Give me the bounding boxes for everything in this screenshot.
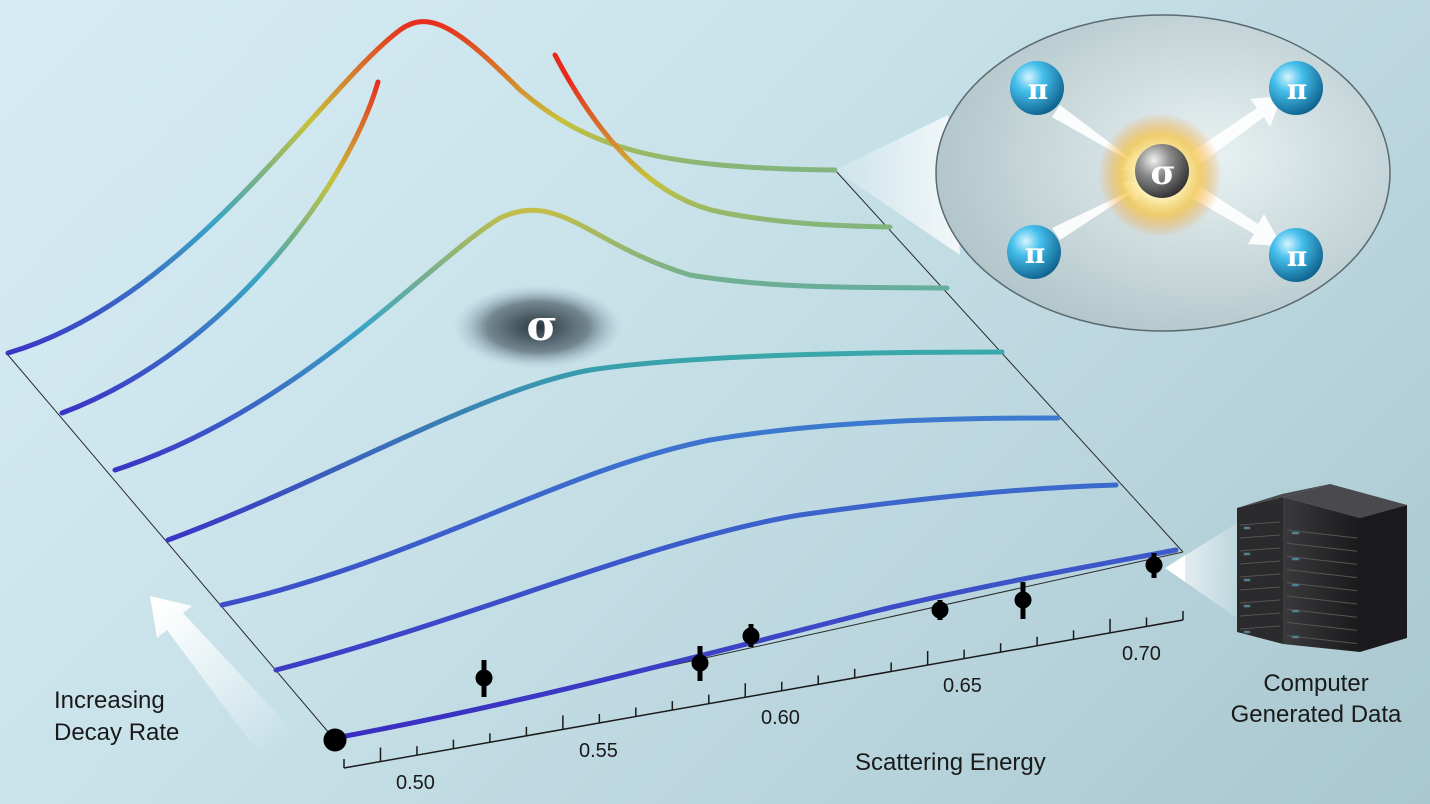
sigma-particle-label: σ: [1150, 153, 1175, 193]
scattering-inset: σ π π π π: [935, 14, 1391, 332]
axis-label: Scattering Energy: [855, 749, 1046, 776]
server-label-line1: Computer: [1263, 670, 1368, 697]
svg-text:π: π: [1028, 73, 1049, 106]
tick-label-050: 0.50: [396, 772, 435, 794]
curve-2: [59, 79, 381, 416]
svg-text:π: π: [1287, 73, 1308, 106]
tick-label-070: 0.70: [1122, 643, 1161, 665]
curve-4: [165, 349, 1005, 543]
sigma-particle: [1135, 144, 1189, 198]
server-label: Computer Generated Data: [1231, 670, 1402, 728]
rack-slot: [1239, 573, 1281, 578]
decay-rate-label: Increasing Decay Rate: [54, 687, 179, 746]
data-point: [931, 600, 949, 620]
rack-led: [1243, 630, 1251, 634]
rack-slot: [1239, 534, 1281, 539]
axis-line: [343, 619, 1184, 769]
rack-slot: [1239, 599, 1281, 604]
zoom-beam: [835, 115, 960, 255]
rack-slot: [1239, 586, 1281, 591]
rack-slot: [1286, 595, 1358, 605]
rack-led: [1243, 604, 1251, 608]
server-arrow: [1166, 555, 1185, 582]
rack-slot: [1239, 625, 1281, 630]
decay-curves: [5, 19, 1179, 741]
data-point: [691, 646, 709, 681]
curve-1: [5, 19, 838, 356]
data-point: [1014, 582, 1032, 619]
rack-slot: [1239, 521, 1281, 526]
curve-7: [332, 547, 1179, 741]
rack-slot: [1286, 542, 1358, 552]
rack-led: [1291, 635, 1300, 639]
server-icon: [1237, 484, 1407, 652]
rack-led: [1243, 578, 1251, 582]
rack-slot: [1239, 560, 1281, 565]
data-point: [742, 624, 760, 647]
server-beam: [1165, 520, 1242, 620]
rack-led: [1243, 552, 1251, 556]
data-points: [323, 553, 1163, 752]
sigma-label: σ: [527, 301, 558, 350]
rack-slot: [1239, 547, 1281, 552]
decay-rate-arrow: [150, 596, 292, 752]
rack-led: [1291, 557, 1300, 561]
data-point: [1145, 553, 1163, 578]
rack-led: [1291, 609, 1300, 613]
axis-ticks: [343, 611, 1184, 769]
svg-text:π: π: [1287, 240, 1308, 273]
pion-bottom-right: π: [1269, 228, 1323, 282]
curve-6: [273, 482, 1119, 673]
server-label-line2: Generated Data: [1231, 701, 1402, 728]
rack-led: [1291, 531, 1300, 535]
curve-5: [219, 415, 1061, 608]
axis-tick-labels: 0.50 0.55 0.60 0.65 0.70: [396, 643, 1161, 794]
rack-led: [1291, 583, 1300, 587]
rack-slot: [1286, 529, 1358, 539]
decay-rate-line2: Decay Rate: [54, 719, 179, 746]
rack-led: [1243, 526, 1251, 530]
tick-label-060: 0.60: [761, 707, 800, 729]
data-point: [475, 660, 493, 697]
rack-slot: [1286, 621, 1358, 631]
svg-text:π: π: [1025, 237, 1046, 270]
sigma-resonance: σ: [453, 285, 623, 369]
curve-3: [112, 207, 950, 473]
rack-slot: [1239, 612, 1281, 617]
tick-label-065: 0.65: [943, 675, 982, 697]
pion-bottom-left: π: [1007, 225, 1061, 279]
pion-top-right: π: [1269, 61, 1323, 115]
data-point: [323, 728, 347, 752]
curve-2b: [552, 52, 893, 230]
tick-label-055: 0.55: [579, 740, 618, 762]
rack-slot: [1286, 569, 1358, 579]
decay-rate-line1: Increasing: [54, 687, 165, 714]
pion-top-left: π: [1010, 61, 1064, 115]
